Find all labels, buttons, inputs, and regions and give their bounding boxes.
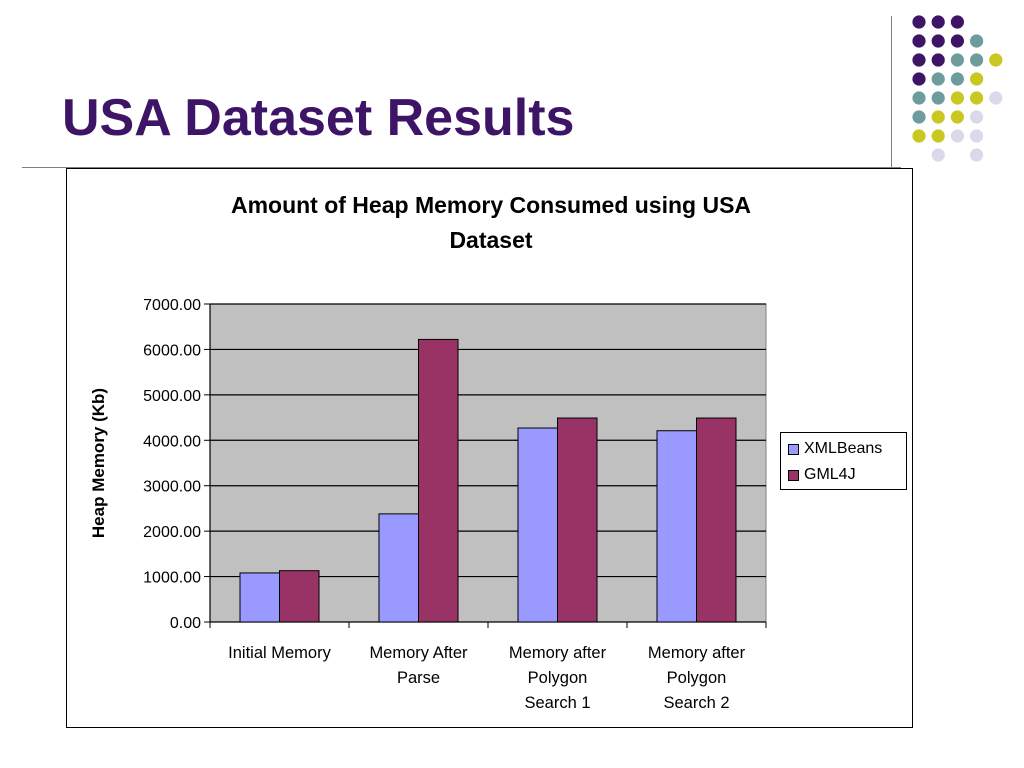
bar-gml4j <box>418 338 459 623</box>
decorative-dot <box>950 129 965 143</box>
x-category-label: Parse <box>397 669 440 687</box>
bar-gml4j <box>557 417 598 623</box>
legend-item-xmlbeans: XMLBeans <box>788 439 882 459</box>
y-tick-label: 3000.00 <box>143 479 201 496</box>
x-category-label: Polygon <box>528 669 588 687</box>
decorative-dot <box>912 91 926 105</box>
bar-xmlbeans <box>517 427 558 623</box>
decorative-dot <box>931 148 945 162</box>
decorative-dot <box>931 91 945 105</box>
bar-gml4j <box>279 570 320 623</box>
decorative-dot <box>912 53 926 67</box>
y-tick-label: 7000.00 <box>143 297 201 314</box>
decorative-dot <box>950 72 965 86</box>
chart-title-line: Dataset <box>449 227 532 253</box>
decorative-dot <box>931 53 945 67</box>
legend-label-xmlbeans: XMLBeans <box>804 440 883 457</box>
y-tick-label: 0.00 <box>170 615 201 632</box>
bar-chart: Amount of Heap Memory Consumed using USA… <box>89 192 767 712</box>
decorative-dot <box>950 53 965 67</box>
decorative-dot <box>950 110 965 124</box>
decorative-horizontal-rule <box>22 167 901 168</box>
slide-title: USA Dataset Results <box>62 89 575 147</box>
x-category-label: Search 1 <box>524 694 590 712</box>
legend-item-gml4j: GML4J <box>788 465 856 485</box>
decorative-dot <box>970 148 984 162</box>
bar-xmlbeans <box>656 430 697 623</box>
decorative-dot <box>912 34 926 48</box>
legend-label-gml4j: GML4J <box>804 466 856 483</box>
x-category-label: Memory After <box>369 644 468 662</box>
decorative-dot <box>950 34 965 48</box>
bar-xmlbeans <box>378 513 419 623</box>
decorative-dot <box>970 53 984 67</box>
decorative-dot <box>912 15 926 29</box>
decorative-dot <box>970 110 984 124</box>
legend-swatch-gml4j <box>788 469 799 481</box>
decorative-dot <box>989 91 1003 105</box>
decorative-dot <box>970 129 984 143</box>
decorative-dot <box>970 91 984 105</box>
y-tick-label: 2000.00 <box>143 524 201 541</box>
y-tick-label: 1000.00 <box>143 570 201 587</box>
bar-xmlbeans <box>239 572 280 623</box>
decorative-dot <box>970 34 984 48</box>
decorative-dot <box>931 15 945 29</box>
decorative-dot <box>970 72 984 86</box>
decorative-dot <box>912 129 926 143</box>
decorative-dot <box>950 91 965 105</box>
x-category-label: Initial Memory <box>228 644 331 662</box>
bar-gml4j <box>696 417 737 623</box>
chart-legend: XMLBeans GML4J <box>780 432 907 490</box>
x-category-label: Search 2 <box>663 694 729 712</box>
decorative-dot <box>912 72 926 86</box>
x-category-label: Memory after <box>509 644 607 662</box>
decorative-dot <box>931 110 945 124</box>
decorative-dot <box>931 129 945 143</box>
decorative-dot <box>950 15 965 29</box>
y-axis-label: Heap Memory (Kb) <box>89 388 108 538</box>
x-category-label: Polygon <box>667 669 727 687</box>
chart-title-line: Amount of Heap Memory Consumed using USA <box>231 192 751 218</box>
decorative-dot <box>912 110 926 124</box>
x-category-label: Memory after <box>648 644 746 662</box>
decorative-dot <box>931 72 945 86</box>
decorative-dot <box>989 53 1003 67</box>
y-tick-label: 5000.00 <box>143 388 201 405</box>
y-tick-label: 6000.00 <box>143 342 201 359</box>
legend-swatch-xmlbeans <box>788 443 799 455</box>
decorative-dot <box>931 34 945 48</box>
y-tick-label: 4000.00 <box>143 433 201 450</box>
decorative-vertical-rule <box>891 16 892 168</box>
